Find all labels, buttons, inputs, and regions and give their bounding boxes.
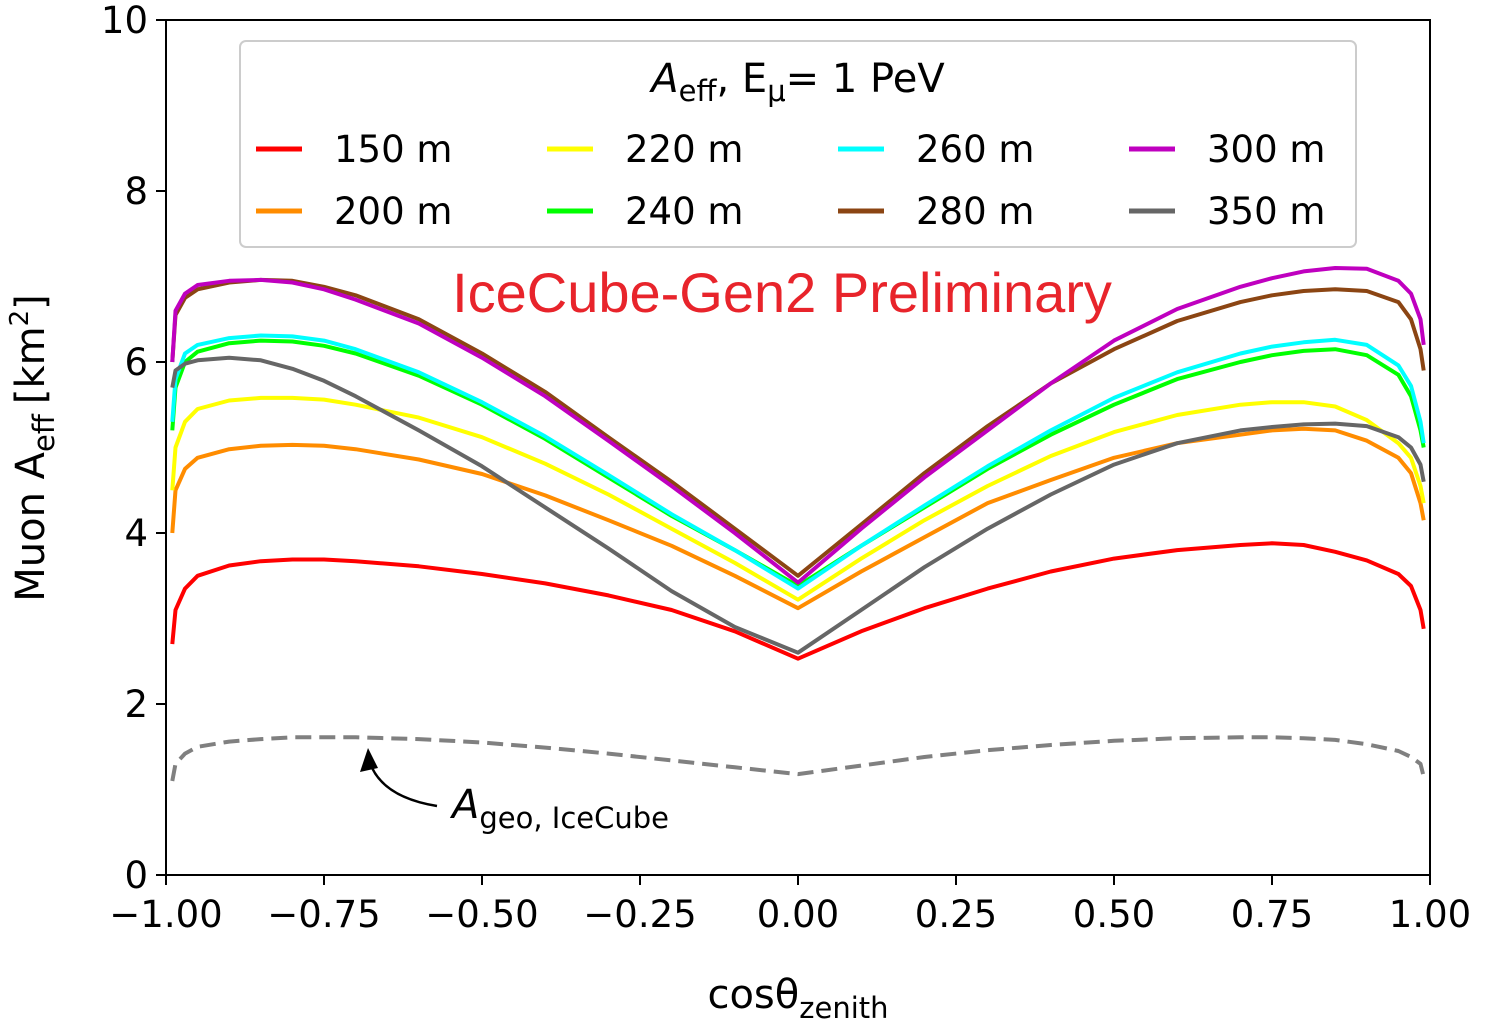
series-line-200-m [170, 426, 1426, 611]
legend-label-260-m: 260 m [916, 128, 1034, 171]
y-axis-label-unit-close: ] [8, 294, 54, 310]
x-axis-label: cosθzenith [707, 972, 888, 1025]
legend-title-rest: = 1 PeV [786, 56, 946, 102]
annotation-arrow [368, 762, 438, 808]
x-tick-label: 0.00 [757, 893, 839, 936]
legend-label-350-m: 350 m [1207, 190, 1325, 233]
x-tick-label: −0.75 [267, 893, 380, 936]
y-axis-label-unit: [km [8, 326, 54, 404]
legend-label-300-m: 300 m [1207, 128, 1325, 171]
legend-label-150-m: 150 m [334, 128, 452, 171]
legend-entries: 150 m 200 m 220 m 240 m 260 m 280 m 300 m 350 m [256, 128, 1325, 233]
series-line-150-m [170, 541, 1426, 661]
series-line-280-m [170, 277, 1426, 578]
y-axis-label-main: Muon A [8, 451, 54, 601]
y-tick-label: 2 [124, 683, 148, 726]
legend-title: Aeff, Eμ= 1 PeV [648, 56, 945, 108]
y-tick-label: 8 [124, 170, 148, 213]
y-axis-label-unit-sup: 2 [5, 310, 35, 327]
y-tick-label: 0 [124, 854, 148, 897]
series-group [170, 266, 1426, 782]
legend-title-sep: , E [716, 56, 767, 102]
x-tick-label: −1.00 [109, 893, 222, 936]
legend-title-sub: eff [679, 74, 718, 108]
legend-title-main: A [648, 56, 678, 102]
series-line-350-m [170, 355, 1426, 655]
x-axis-label-main: cosθ [707, 972, 799, 1018]
x-axis-ticks: −1.00 −0.75 −0.50 −0.25 0.00 0.25 0.50 0.75 1.00 [109, 875, 1471, 936]
legend-label-280-m: 280 m [916, 190, 1034, 233]
x-tick-label: 0.50 [1073, 893, 1155, 936]
legend-box [239, 40, 1357, 248]
series-line-260-m [170, 333, 1426, 591]
x-axis-label-sub: zenith [799, 991, 888, 1025]
legend-label-200-m: 200 m [334, 190, 452, 233]
series-line-240-m [170, 338, 1426, 588]
series-line-220-m [170, 395, 1426, 602]
annotation-arrowhead [360, 748, 378, 772]
annotation-text-main: A [449, 782, 479, 828]
legend-label-240-m: 240 m [625, 190, 743, 233]
series-line-9 [170, 735, 1426, 782]
x-tick-label: 1.00 [1389, 893, 1471, 936]
legend-title-sub2: μ [767, 74, 785, 108]
y-axis-ticks: 0 2 4 6 8 10 [101, 0, 166, 897]
x-tick-label: 0.25 [915, 893, 997, 936]
x-tick-label: −0.25 [583, 893, 696, 936]
legend: Aeff, Eμ= 1 PeV 150 m 200 m 220 m 240 m 260 … [239, 40, 1357, 248]
annotation: Ageo, IceCube [360, 748, 669, 835]
x-tick-label: 0.75 [1231, 893, 1313, 936]
y-tick-label: 4 [124, 512, 148, 555]
y-tick-label: 6 [124, 341, 148, 384]
y-axis-label: Muon Aeff [km2] [5, 294, 61, 601]
watermark-text: IceCube-Gen2 Preliminary [452, 261, 1112, 324]
annotation-text-sub: geo, IceCube [479, 801, 669, 835]
y-axis-label-sub: eff [27, 413, 61, 452]
x-tick-label: −0.50 [425, 893, 538, 936]
legend-label-220-m: 220 m [625, 128, 743, 171]
annotation-text: Ageo, IceCube [449, 782, 669, 835]
y-tick-label: 10 [101, 0, 148, 42]
series-line-300-m [170, 266, 1426, 585]
